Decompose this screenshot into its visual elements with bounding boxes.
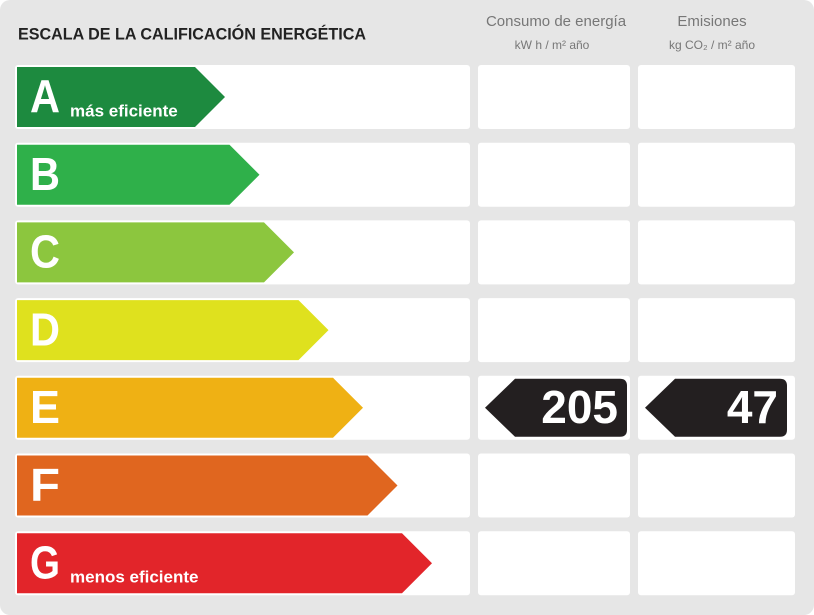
consumption-title: Consumo de energía <box>486 13 627 30</box>
consumption-value: 205 <box>541 381 618 433</box>
emissions-box <box>638 142 795 207</box>
rating-letter: D <box>30 303 60 355</box>
consumption-box <box>478 142 630 207</box>
consumption-indicator <box>485 378 627 437</box>
emissions-box <box>638 65 795 129</box>
emissions-title: Emisiones <box>677 13 746 30</box>
rating-arrow <box>17 533 432 594</box>
consumption-box <box>478 453 630 518</box>
emissions-value: 47 <box>727 381 778 433</box>
rating-arrow <box>17 300 329 361</box>
rating-letter: F <box>30 459 60 511</box>
consumption-box <box>478 531 630 596</box>
rating-arrow <box>17 455 398 516</box>
title: ESCALA DE LA CALIFICACIÓN ENERGÉTICA <box>18 24 366 43</box>
rating-letter: A <box>30 70 60 122</box>
rating-label: más eficiente <box>70 101 178 120</box>
rating-letter: C <box>30 226 60 278</box>
emissions-box <box>638 298 795 363</box>
emissions-box <box>638 220 795 285</box>
rating-letter: E <box>30 381 60 433</box>
consumption-box <box>478 220 630 285</box>
emissions-box <box>638 531 795 596</box>
rating-label: menos eficiente <box>70 568 199 587</box>
rating-arrow <box>17 67 225 127</box>
consumption-box <box>478 298 630 363</box>
consumption-unit: kW h / m² año <box>515 38 590 52</box>
rating-letter: G <box>30 536 60 588</box>
emissions-box <box>638 453 795 518</box>
rating-letter: B <box>30 148 60 200</box>
emissions-indicator <box>645 378 787 437</box>
rating-arrow <box>17 144 260 205</box>
rating-arrow <box>17 222 294 283</box>
rating-arrow <box>17 377 363 438</box>
consumption-box <box>478 65 630 129</box>
emissions-unit: kg CO₂ / m² año <box>669 38 755 52</box>
